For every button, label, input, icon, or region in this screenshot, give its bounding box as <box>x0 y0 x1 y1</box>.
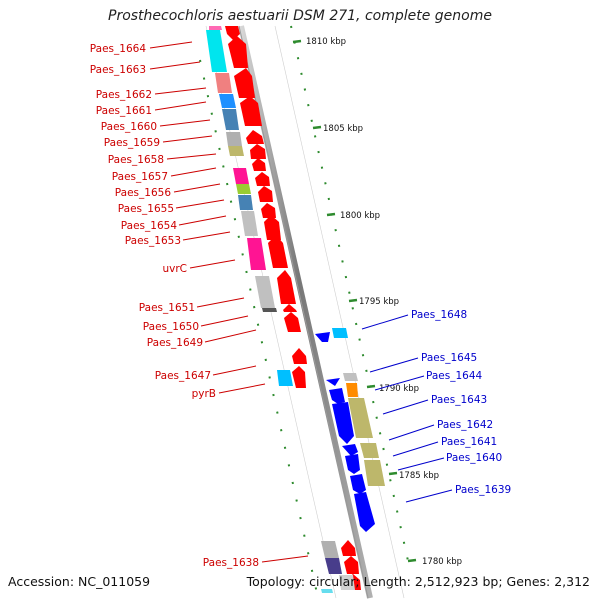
map-title: Prosthecochloris aestuarii DSM 271, comp… <box>108 8 492 24</box>
left-leader-lines <box>149 41 309 563</box>
gene-label[interactable]: Paes_1663 <box>90 64 146 76</box>
right-labels: Paes_1648 Paes_1645 Paes_1644 Paes_1643 … <box>411 309 511 496</box>
gene-label[interactable]: Paes_1647 <box>155 370 211 382</box>
inner-ruler <box>199 59 319 599</box>
gene-label[interactable]: Paes_1642 <box>437 419 493 431</box>
gene-label[interactable]: Paes_1648 <box>411 309 467 321</box>
gene-label[interactable]: Paes_1638 <box>203 557 259 569</box>
genome-backbone <box>238 25 373 599</box>
gene-label[interactable]: Paes_1644 <box>426 370 483 382</box>
gene-label[interactable]: Paes_1655 <box>118 203 174 215</box>
gene-label[interactable]: Paes_1661 <box>96 105 152 117</box>
gene-label[interactable]: Paes_1641 <box>441 436 497 448</box>
reverse-genes <box>315 332 375 532</box>
gene-label[interactable]: uvrC <box>162 263 187 275</box>
left-labels: Paes_1664 Paes_1663 Paes_1662 Paes_1661 … <box>90 43 259 569</box>
genome-summary: Topology: circular; Length: 2,512,923 bp… <box>246 574 590 589</box>
gene-label[interactable]: Paes_1649 <box>147 337 203 349</box>
gene-label[interactable]: Paes_1643 <box>431 394 487 406</box>
gene-label[interactable]: Paes_1651 <box>139 302 195 314</box>
gene-label[interactable]: Paes_1657 <box>112 171 168 183</box>
gene-label[interactable]: Paes_1654 <box>121 220 178 232</box>
gene-label[interactable]: Paes_1645 <box>421 352 477 364</box>
cog-boxes <box>206 26 385 574</box>
gene-label[interactable]: Paes_1664 <box>90 43 147 55</box>
forward-genes <box>225 26 361 590</box>
tick-label: 1790 kbp <box>379 384 419 394</box>
tick-marks <box>292 39 417 563</box>
gene-label[interactable]: Paes_1659 <box>104 137 160 149</box>
gene-label[interactable]: Paes_1660 <box>101 121 157 133</box>
gene-label[interactable]: Paes_1653 <box>125 235 181 247</box>
right-leader-lines <box>361 314 453 503</box>
tick-label: 1780 kbp <box>422 557 462 567</box>
gene-label[interactable]: Paes_1639 <box>455 484 511 496</box>
gene-label[interactable]: Paes_1662 <box>96 89 152 101</box>
tick-label: 1785 kbp <box>399 471 439 481</box>
tick-label: 1795 kbp <box>359 297 399 307</box>
tick-label: 1810 kbp <box>306 37 346 47</box>
tick-label: 1805 kbp <box>323 124 363 134</box>
accession-label: Accession: NC_011059 <box>8 574 151 589</box>
gene-label[interactable]: Paes_1640 <box>446 452 502 464</box>
gene-label[interactable]: Paes_1650 <box>143 321 199 333</box>
gene-label[interactable]: Paes_1658 <box>108 154 164 166</box>
tick-label: 1800 kbp <box>340 211 380 221</box>
scale-ruler <box>290 25 411 571</box>
gene-label[interactable]: pyrB <box>192 388 216 400</box>
gene-label[interactable]: Paes_1656 <box>115 187 172 199</box>
